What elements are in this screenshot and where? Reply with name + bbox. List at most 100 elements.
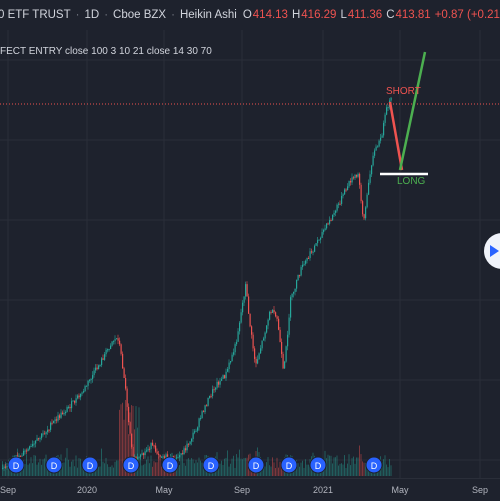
- candle: [304, 264, 305, 265]
- candle: [80, 394, 81, 398]
- candle: [151, 443, 152, 449]
- volume-bar: [358, 458, 359, 476]
- candle: [85, 386, 86, 391]
- candle: [125, 378, 126, 389]
- volume-bar: [268, 457, 269, 476]
- candle: [257, 359, 258, 363]
- time-axis[interactable]: Sep 2020 May Sep 2021 May Sep: [0, 478, 500, 501]
- volume-bar: [383, 459, 384, 476]
- volume-bar: [224, 459, 225, 476]
- low-value: 411.36: [348, 9, 382, 21]
- candle: [211, 396, 212, 397]
- candle: [319, 240, 320, 241]
- candle: [259, 353, 260, 359]
- candle: [194, 431, 195, 432]
- candle: [374, 151, 375, 156]
- candle: [287, 335, 288, 347]
- candle: [335, 211, 336, 213]
- candle: [274, 310, 275, 312]
- volume-bar: [71, 462, 72, 476]
- volume-bar: [304, 468, 305, 476]
- volume-bar: [112, 465, 113, 476]
- candle: [362, 201, 363, 214]
- volume-bar: [145, 464, 146, 476]
- candle: [46, 432, 47, 434]
- candle: [49, 430, 50, 431]
- open-label: O: [243, 9, 252, 21]
- candle: [358, 174, 359, 177]
- volume-bar: [274, 462, 275, 476]
- volume-bar: [188, 458, 189, 476]
- volume-bar: [280, 462, 281, 476]
- volume-bar: [235, 468, 236, 476]
- candle: [299, 275, 300, 276]
- candle: [223, 375, 224, 379]
- dividend-marker-label: D: [253, 461, 260, 471]
- volume-bar: [64, 462, 65, 476]
- volume-bar: [113, 468, 114, 476]
- volume-bar: [305, 459, 306, 476]
- volume-bar: [341, 463, 342, 476]
- volume-bar: [65, 458, 66, 476]
- volume-bar: [143, 465, 144, 476]
- chart-style-label[interactable]: Heikin Ashi: [180, 9, 237, 21]
- candle: [289, 318, 290, 335]
- candle: [383, 123, 384, 136]
- candle: [47, 430, 48, 432]
- candle: [196, 431, 197, 432]
- ohlc-values: O 414.13 H 416.29 L 411.36 C 413.81 +0.8…: [243, 9, 500, 21]
- candle: [341, 196, 342, 204]
- candle: [242, 303, 243, 313]
- volume-bar: [226, 458, 227, 476]
- volume-bar: [338, 466, 339, 476]
- candle: [176, 457, 177, 458]
- volume-bar: [350, 465, 351, 476]
- candle: [119, 341, 120, 345]
- open-value: 414.13: [253, 9, 288, 21]
- candle: [346, 190, 347, 191]
- volume-bar: [193, 459, 194, 476]
- candle: [332, 215, 333, 220]
- volume-bar: [236, 454, 237, 476]
- candle: [310, 251, 311, 258]
- candle: [35, 441, 36, 444]
- interval-label[interactable]: 1D: [84, 9, 99, 21]
- candle: [95, 368, 96, 371]
- candle: [145, 451, 146, 455]
- volume-bar: [346, 468, 347, 476]
- candle: [139, 457, 140, 458]
- candle: [385, 115, 386, 123]
- candle: [218, 382, 219, 385]
- candle: [59, 415, 60, 417]
- volume-bar: [391, 465, 392, 476]
- candle: [53, 421, 54, 423]
- volume-bar: [271, 467, 272, 476]
- indicator-legend[interactable]: FECT ENTRY close 100 3 10 21 close 14 30…: [0, 46, 212, 57]
- candle: [230, 361, 231, 363]
- volume-bar: [223, 465, 224, 476]
- candle: [331, 220, 332, 221]
- candle: [245, 284, 246, 296]
- volume-bar: [344, 455, 345, 476]
- candle: [56, 419, 57, 420]
- close-label: C: [386, 9, 394, 21]
- candle: [26, 451, 27, 452]
- volume-bar: [121, 404, 122, 476]
- volume-bar: [37, 465, 38, 476]
- candle: [313, 252, 314, 253]
- candle: [371, 165, 372, 174]
- candle: [293, 292, 294, 294]
- candle: [380, 138, 381, 141]
- candle: [200, 418, 201, 419]
- dividend-marker-label: D: [128, 461, 135, 471]
- candle: [343, 194, 344, 196]
- candle: [322, 232, 323, 238]
- separator: ·: [76, 9, 80, 21]
- candle: [157, 452, 158, 454]
- candle: [272, 310, 273, 313]
- candle: [124, 368, 125, 378]
- symbol-name[interactable]: 0 ETF TRUST: [0, 9, 71, 21]
- candle: [131, 434, 132, 447]
- candle: [337, 205, 338, 211]
